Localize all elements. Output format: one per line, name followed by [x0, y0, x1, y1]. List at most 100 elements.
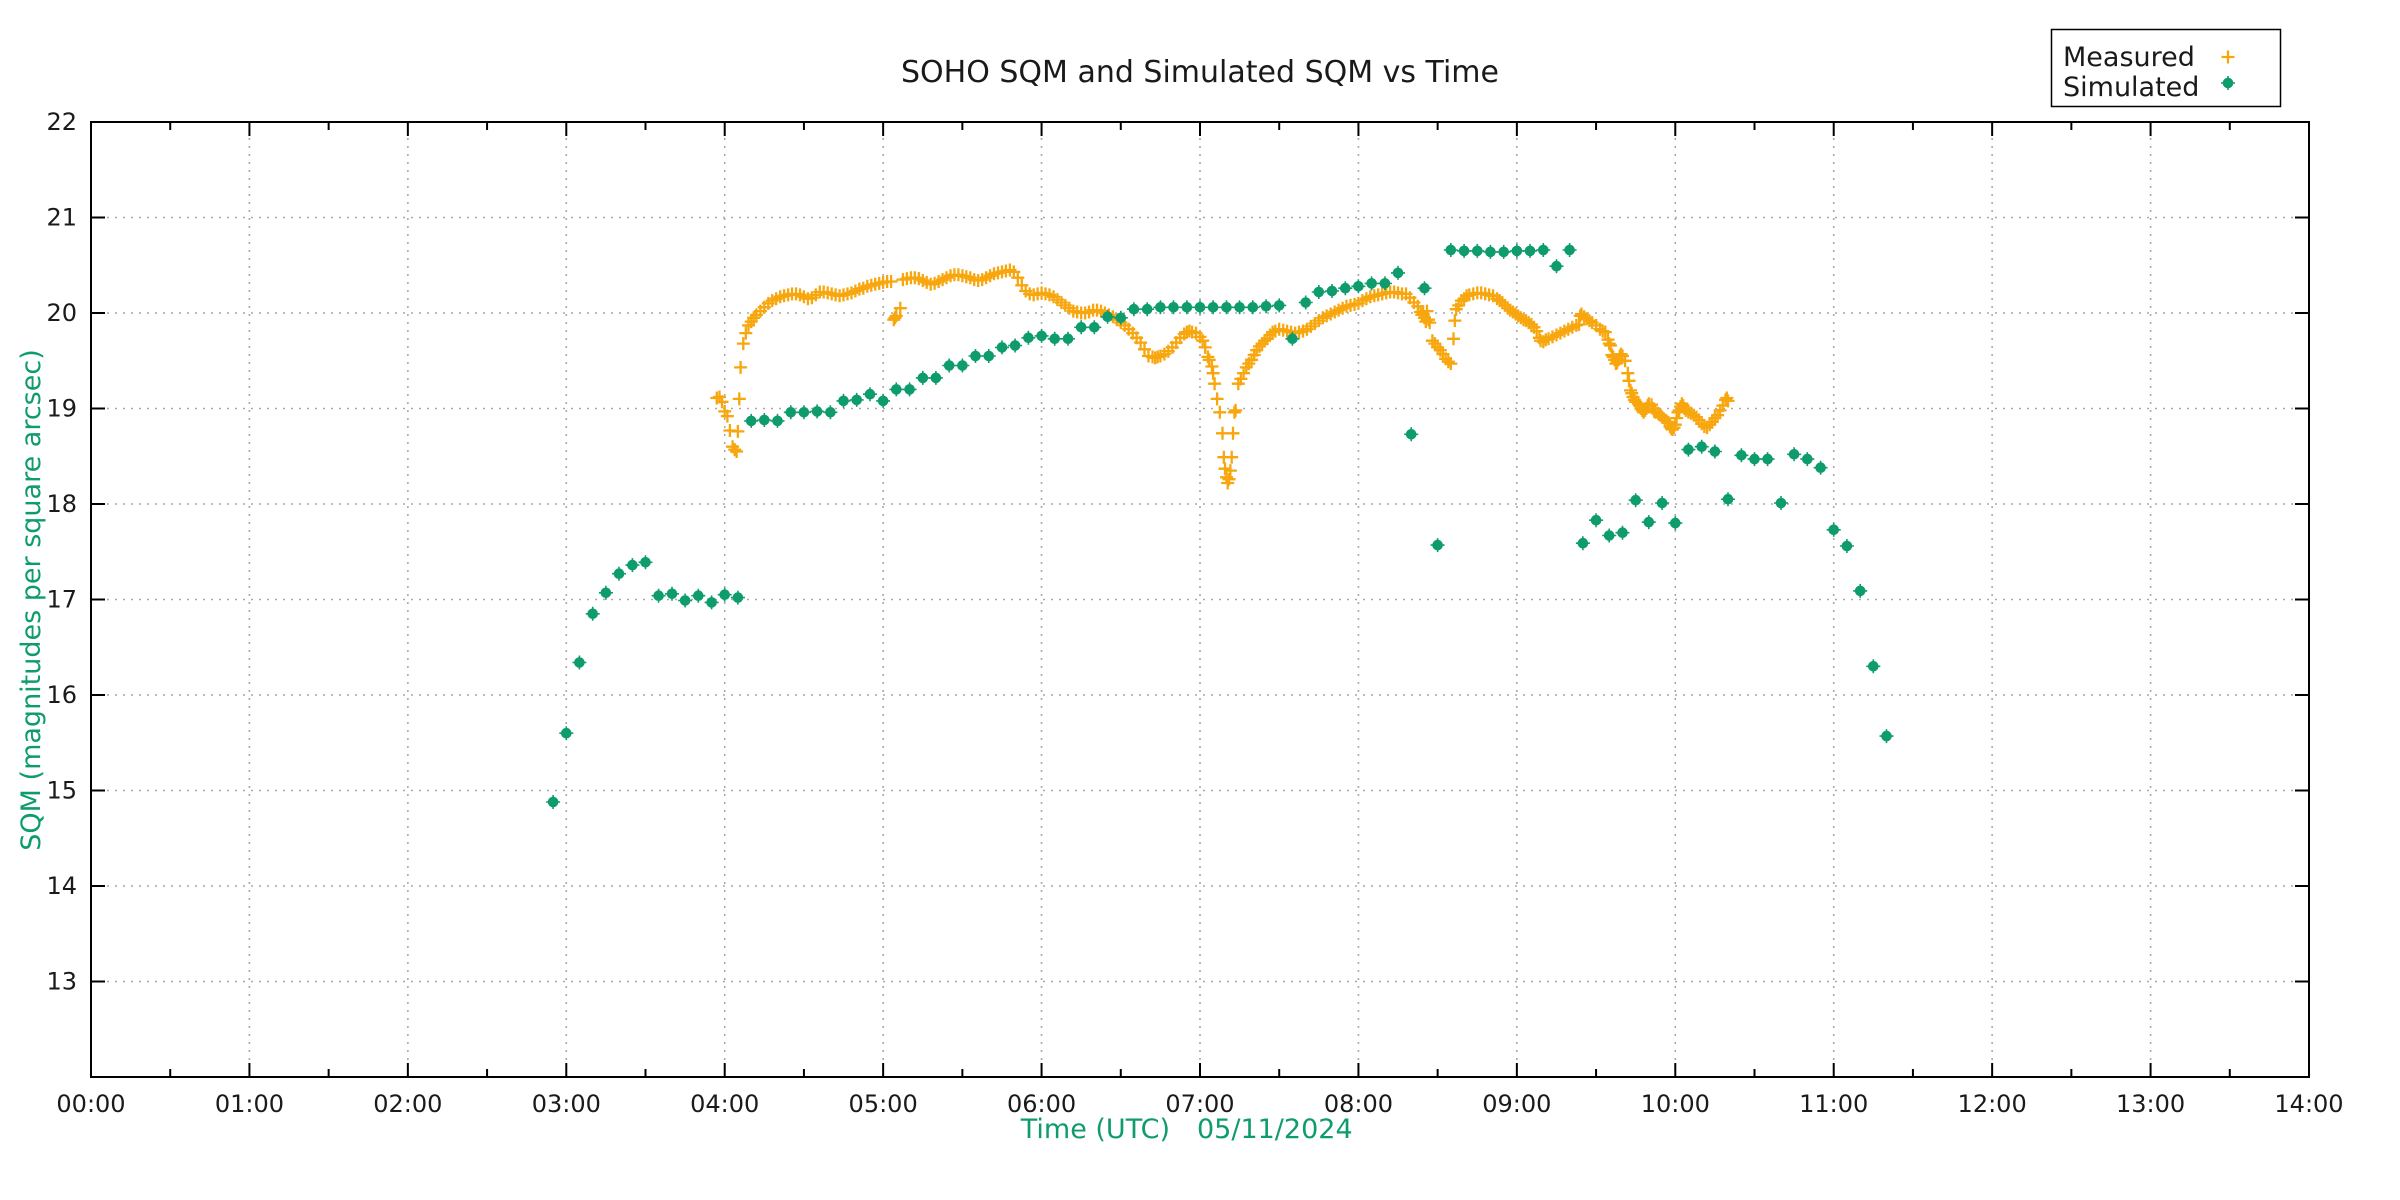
simulated-point-cross: [1272, 298, 1287, 313]
simulated-point-cross: [1298, 295, 1313, 310]
simulated-point-cross: [1509, 243, 1524, 258]
simulated-point-cross: [1470, 243, 1485, 258]
x-tick-label: 00:00: [56, 1090, 125, 1118]
simulated-point-cross: [1483, 244, 1498, 259]
simulated-point-cross: [598, 585, 613, 600]
simulated-point-cross: [1087, 320, 1102, 335]
simulated-point-cross: [1681, 442, 1696, 457]
plot-border: [90, 121, 2310, 1078]
simulated-point-cross: [915, 370, 930, 385]
measured-series-points: [710, 263, 1735, 490]
simulated-point-cross: [1747, 452, 1762, 467]
x-tick-label: 14:00: [2274, 1090, 2343, 1118]
simulated-point-cross: [1707, 444, 1722, 459]
simulated-point-cross: [1694, 439, 1709, 454]
simulated-point-cross: [1668, 516, 1683, 531]
simulated-point-cross: [1377, 276, 1392, 291]
x-tick-label: 11:00: [1799, 1090, 1868, 1118]
simulated-point-cross: [1443, 243, 1458, 257]
simulated-point-cross: [1179, 300, 1194, 315]
simulated-point-cross: [1575, 536, 1590, 551]
simulated-point-cross: [665, 586, 679, 601]
simulated-point-cross: [1417, 281, 1432, 296]
simulated-point-cross: [810, 404, 825, 419]
simulated-point-cross: [942, 358, 957, 373]
simulated-series-points: [546, 243, 1894, 809]
x-tick-label: 12:00: [1958, 1090, 2027, 1118]
simulated-point-cross: [585, 606, 600, 621]
simulated-point-cross: [559, 726, 574, 741]
simulated-point-cross: [1760, 452, 1775, 467]
simulated-point-cross: [796, 405, 811, 420]
simulated-point-cross: [1140, 302, 1155, 317]
simulated-point-cross: [1800, 452, 1815, 467]
x-tick-label: 07:00: [1165, 1090, 1234, 1118]
y-tick-label: 20: [46, 299, 77, 327]
y-axis-label: SQM (magnitudes per square arcsec): [16, 349, 47, 850]
x-tick-label: 04:00: [690, 1090, 759, 1118]
simulated-point-cross: [1259, 299, 1274, 314]
simulated-point-cross: [1166, 300, 1181, 315]
simulated-point-cross: [1655, 496, 1670, 510]
x-tick-label: 06:00: [1007, 1090, 1076, 1118]
x-tick-label: 08:00: [1324, 1090, 1393, 1118]
simulated-point-cross: [1430, 538, 1445, 553]
simulated-point-cross: [1021, 330, 1036, 345]
simulated-point-cross: [849, 392, 864, 407]
legend-marker-measured: [2221, 50, 2235, 64]
simulated-point-cross: [836, 393, 851, 408]
simulated-point-cross: [1549, 259, 1564, 274]
simulated-point-cross: [757, 413, 772, 427]
x-tick-label: 03:00: [532, 1090, 601, 1118]
simulated-point-cross: [1839, 539, 1854, 553]
simulated-point-cross: [691, 588, 706, 603]
simulated-point-cross: [651, 588, 666, 603]
simulated-point-cross: [1100, 309, 1115, 324]
x-tick-label: 01:00: [215, 1090, 284, 1118]
simulated-point-cross: [863, 387, 877, 402]
simulated-point-cross: [1562, 243, 1577, 257]
simulated-point-cross: [1866, 659, 1881, 674]
simulated-point-cross: [1311, 285, 1326, 299]
simulated-point-cross: [1285, 331, 1300, 346]
y-tick-label: 14: [46, 872, 77, 900]
simulated-point-cross: [744, 413, 759, 428]
simulated-point-cross: [783, 405, 798, 420]
simulated-point-cross: [1126, 302, 1141, 317]
simulated-point-cross: [717, 587, 732, 602]
simulated-point-cross: [1536, 243, 1551, 257]
simulated-point-cross: [1404, 427, 1419, 442]
simulated-point-cross: [902, 382, 917, 397]
simulated-point-cross: [889, 382, 904, 397]
simulated-point-cross: [704, 595, 719, 610]
x-tick-label: 10:00: [1641, 1090, 1710, 1118]
legend-box: [2050, 28, 2282, 108]
simulated-point-cross: [1853, 583, 1868, 598]
simulated-point-cross: [1061, 331, 1075, 346]
simulated-point-cross: [1602, 528, 1617, 543]
simulated-point-cross: [638, 555, 653, 570]
simulated-point-cross: [1787, 447, 1802, 462]
simulated-point-cross: [1153, 300, 1168, 315]
simulated-point-cross: [928, 370, 943, 385]
simulated-point-cross: [1774, 496, 1788, 510]
simulated-point-cross: [1113, 310, 1128, 325]
legend-label-measured: Measured: [2063, 42, 2195, 73]
simulated-point-cross: [1879, 729, 1894, 744]
simulated-point-cross: [1008, 338, 1023, 353]
legend-markers: [2221, 50, 2235, 90]
simulated-point-cross: [981, 349, 996, 363]
y-tick-label: 17: [46, 586, 77, 614]
x-tick-label: 05:00: [849, 1090, 918, 1118]
simulated-point-cross: [730, 590, 745, 605]
simulated-point-cross: [1351, 279, 1366, 294]
simulated-point-cross: [1047, 331, 1062, 346]
simulated-point-cross: [612, 566, 626, 581]
simulated-point-cross: [1364, 276, 1379, 291]
simulated-point-cross: [955, 358, 970, 373]
y-tick-label: 13: [46, 968, 77, 996]
axis-ticks: [90, 121, 2310, 1077]
simulated-point-cross: [1034, 328, 1049, 343]
simulated-point-cross: [625, 558, 640, 573]
